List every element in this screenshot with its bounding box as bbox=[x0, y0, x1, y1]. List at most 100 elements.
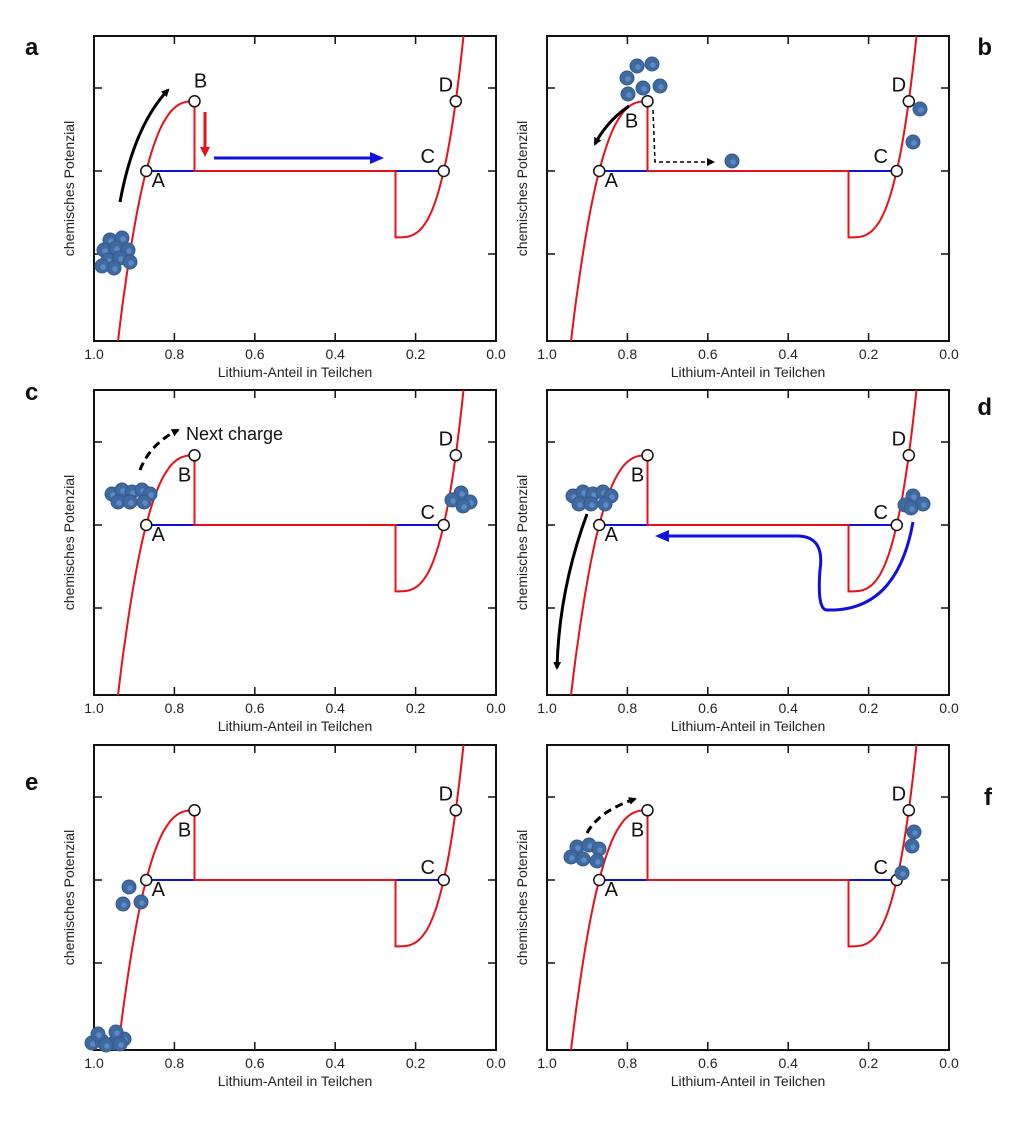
particle-highlight bbox=[577, 502, 583, 508]
particle-highlight bbox=[461, 504, 467, 510]
particle-highlight bbox=[900, 871, 906, 877]
particle-highlight bbox=[128, 260, 134, 266]
particle-highlight bbox=[912, 830, 918, 836]
particle-highlight bbox=[587, 843, 593, 849]
particle-highlight bbox=[118, 256, 124, 262]
point-c bbox=[437, 518, 450, 532]
particle-highlight bbox=[575, 845, 581, 851]
x-tick-label: 0.6 bbox=[245, 346, 265, 362]
x-tick-label: 0.0 bbox=[486, 346, 506, 362]
particle-highlight bbox=[589, 502, 595, 508]
next-charge-arrow bbox=[138, 428, 180, 471]
x-axis-label: Lithium-Anteil in Teilchen bbox=[671, 1073, 826, 1089]
x-tick-label: 0.2 bbox=[406, 346, 426, 362]
x-axis-label: Lithium-Anteil in Teilchen bbox=[671, 718, 826, 734]
point-label-b: B bbox=[178, 819, 191, 841]
x-tick-label: 1.0 bbox=[84, 346, 104, 362]
point-label-a: A bbox=[152, 524, 166, 546]
x-axis-label: Lithium-Anteil in Teilchen bbox=[218, 1073, 373, 1089]
x-tick-label: 0.4 bbox=[778, 346, 798, 362]
particle-highlight bbox=[641, 86, 647, 92]
particle-highlight bbox=[100, 264, 106, 270]
point-b bbox=[641, 804, 654, 817]
point-b bbox=[641, 449, 654, 462]
point-label-b: B bbox=[631, 819, 644, 841]
particle-highlight bbox=[609, 494, 615, 500]
point-b bbox=[188, 804, 201, 817]
discharge-path bbox=[655, 521, 915, 612]
point-d bbox=[902, 449, 916, 462]
particle-highlight bbox=[921, 502, 927, 508]
particle-highlight bbox=[118, 1042, 124, 1048]
x-tick-label: 0.6 bbox=[698, 1055, 718, 1071]
particle-highlight bbox=[909, 506, 915, 512]
x-tick-label: 0.0 bbox=[939, 346, 959, 362]
x-tick-label: 0.8 bbox=[618, 700, 638, 716]
particle-highlight bbox=[121, 902, 127, 908]
charge-arrow bbox=[118, 88, 170, 203]
point-b bbox=[188, 95, 201, 108]
point-label-c: C bbox=[421, 502, 435, 524]
particle-highlight bbox=[626, 92, 632, 98]
x-tick-label: 0.2 bbox=[406, 700, 426, 716]
x-tick-label: 0.6 bbox=[245, 1055, 265, 1071]
particle-highlight bbox=[127, 885, 133, 891]
x-tick-label: 1.0 bbox=[84, 700, 104, 716]
panel-e: e 1.0 0.8 0.6 0.4 0.2 0.0 Lithium-Anteil in Tei… bbox=[25, 744, 506, 1089]
particle-highlight bbox=[625, 76, 631, 82]
x-tick-label: 0.4 bbox=[325, 700, 345, 716]
x-tick-label: 1.0 bbox=[537, 346, 557, 362]
y-axis-label: chemisches Potenzial bbox=[61, 830, 77, 965]
point-label-b: B bbox=[178, 464, 191, 486]
particle-highlight bbox=[911, 494, 917, 500]
particle-highlight bbox=[102, 248, 108, 254]
plot-frame bbox=[93, 744, 497, 1051]
x-tick-label: 0.4 bbox=[778, 700, 798, 716]
x-tick-label: 0.2 bbox=[859, 346, 879, 362]
y-axis-label: chemisches Potenzial bbox=[514, 121, 530, 256]
x-tick-label: 1.0 bbox=[537, 1055, 557, 1071]
particle-highlight bbox=[114, 1030, 120, 1036]
panel-b: b 1.0 0.8 0.6 0.4 0.2 0.0 Lithium-Anteil in Tei… bbox=[514, 34, 992, 380]
particle-highlight bbox=[116, 500, 122, 506]
x-tick-label: 1.0 bbox=[84, 1055, 104, 1071]
point-a bbox=[593, 873, 606, 887]
point-b bbox=[188, 449, 201, 462]
y-axis-label: chemisches Potenzial bbox=[514, 830, 530, 965]
point-a bbox=[593, 518, 606, 532]
particle-highlight bbox=[918, 107, 924, 113]
panel-a: a 1.0 0.8 0.6 0.4 0.2 0.0 Lithium-Anteil in Tei… bbox=[25, 34, 506, 380]
point-c bbox=[890, 164, 903, 178]
x-tick-label: 0.2 bbox=[406, 1055, 426, 1071]
particle-highlight bbox=[90, 1041, 96, 1047]
particle-highlight bbox=[450, 498, 456, 504]
particle-highlight bbox=[603, 502, 609, 508]
panel-label: e bbox=[25, 769, 38, 796]
particle-highlight bbox=[114, 246, 120, 252]
particle-highlight bbox=[581, 490, 587, 496]
y-axis-label: chemisches Potenzial bbox=[514, 475, 530, 610]
particle-highlight bbox=[120, 488, 126, 494]
next-charge-label: Next charge bbox=[186, 424, 283, 444]
panel-d: d 1.0 0.8 0.6 0.4 0.2 0.0 Lithium-Anteil in Tei… bbox=[514, 389, 992, 734]
particle-highlight bbox=[130, 490, 136, 496]
x-tick-label: 0.6 bbox=[698, 700, 718, 716]
point-a bbox=[140, 518, 153, 532]
particle-highlight bbox=[112, 266, 118, 272]
x-tick-label: 0.8 bbox=[165, 1055, 185, 1071]
x-tick-label: 0.2 bbox=[859, 700, 879, 716]
plot-frame bbox=[546, 744, 950, 1051]
panel-f: f 1.0 0.8 0.6 0.4 0.2 0.0 Lithium-Anteil in Tei… bbox=[514, 744, 993, 1089]
particle-highlight bbox=[730, 159, 736, 165]
x-tick-label: 0.0 bbox=[939, 700, 959, 716]
point-label-c: C bbox=[874, 146, 888, 168]
x-tick-label: 0.4 bbox=[778, 1055, 798, 1071]
point-label-d: D bbox=[439, 74, 453, 96]
x-tick-label: 1.0 bbox=[537, 700, 557, 716]
particle-highlight bbox=[595, 859, 601, 865]
x-axis-label: Lithium-Anteil in Teilchen bbox=[671, 364, 826, 380]
x-tick-label: 0.0 bbox=[486, 1055, 506, 1071]
point-a bbox=[140, 164, 153, 178]
x-tick-label: 0.8 bbox=[618, 1055, 638, 1071]
